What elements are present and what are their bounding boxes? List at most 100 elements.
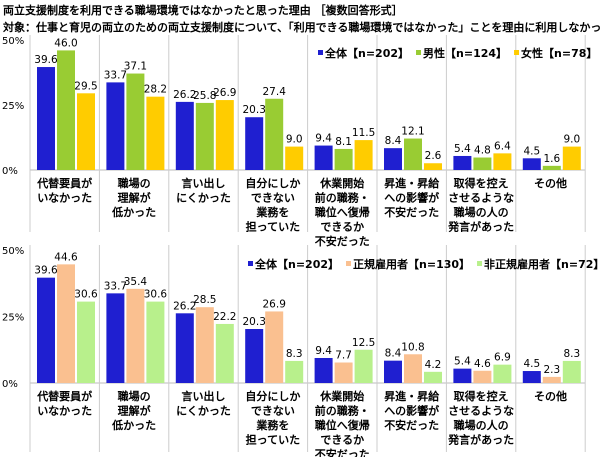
category-label: 職位へ復帰: [315, 418, 370, 432]
data-label: 8.4: [385, 135, 402, 147]
bar: [57, 264, 75, 383]
category-label: させるような: [448, 405, 514, 418]
legend-swatch: [318, 50, 323, 55]
category-label: 取得を控え: [454, 176, 509, 190]
data-label: 9.0: [286, 134, 303, 146]
data-label: 9.4: [315, 133, 332, 145]
bar: [175, 101, 194, 170]
data-label: 6.4: [494, 140, 511, 152]
bar: [334, 362, 353, 383]
legend-swatch: [416, 50, 422, 55]
data-label: 46.0: [54, 37, 77, 49]
bar: [493, 364, 512, 383]
category-label: 取得を控え: [454, 389, 509, 403]
category-label: 低かった: [111, 205, 156, 219]
bar: [473, 370, 492, 383]
category-label: 理解が: [118, 191, 151, 205]
data-label: 26.9: [263, 298, 286, 310]
category-label: できるか: [320, 221, 364, 234]
category-label: させるような: [448, 192, 514, 205]
category-label: 昇進・昇給: [384, 389, 440, 403]
category-label: への影響が: [384, 191, 439, 205]
category-label: いなかった: [37, 405, 92, 418]
data-label: 28.2: [144, 84, 167, 96]
bar: [106, 293, 125, 383]
data-label: 20.3: [243, 104, 266, 116]
category-label: その他: [534, 176, 567, 190]
category-label: にくかった: [176, 192, 231, 205]
legend-label: 全体【n=202】: [324, 46, 409, 60]
bar: [354, 140, 373, 170]
category-label: 業務を: [255, 418, 289, 432]
bar: [265, 311, 284, 383]
bar: [354, 349, 373, 383]
bar: [562, 146, 581, 170]
data-label: 8.3: [286, 348, 303, 360]
data-label: 10.8: [401, 341, 424, 353]
data-label: 37.1: [124, 61, 147, 73]
data-label: 35.4: [124, 276, 148, 288]
y-tick-label: 25%: [2, 313, 24, 324]
bar: [215, 323, 234, 383]
bar: [106, 82, 125, 170]
data-label: 12.1: [401, 126, 424, 138]
bar: [77, 301, 95, 383]
data-label: 6.9: [494, 352, 511, 364]
chart-subtitle: 対象：仕事と育児の両立のための両立支援制度について、「利用できる職場環境ではなか…: [3, 21, 600, 34]
data-label: 11.5: [352, 127, 375, 139]
data-label: 8.4: [385, 348, 402, 360]
data-label: 20.3: [243, 316, 266, 328]
y-tick-label: 50%: [2, 246, 24, 257]
bar: [146, 301, 165, 383]
legend-label: 非正規雇用者【n=72】: [484, 257, 600, 271]
category-label: 自分にしか: [245, 176, 300, 190]
bar: [384, 360, 402, 383]
data-label: 39.6: [34, 54, 58, 66]
bar: [424, 163, 442, 170]
bar: [175, 313, 194, 383]
bar: [562, 360, 581, 383]
bar: [384, 148, 402, 170]
bar: [522, 371, 541, 383]
data-label: 22.2: [213, 311, 236, 323]
y-tick-label: 0%: [2, 379, 18, 390]
category-label: できない: [251, 192, 295, 205]
legend-label: 全体【n=202】: [254, 257, 339, 271]
y-tick-label: 50%: [2, 36, 24, 47]
category-label: への影響が: [384, 404, 439, 418]
bar: [285, 360, 304, 383]
category-label: 発言があった: [447, 433, 514, 447]
data-label: 33.7: [104, 280, 127, 292]
data-label: 1.6: [543, 153, 560, 165]
legend-label: 正規雇用者【n=130】: [353, 257, 470, 271]
data-label: 2.3: [543, 364, 560, 376]
bar: [265, 98, 284, 170]
category-label: 前の職務・: [315, 191, 370, 205]
category-label: 低かった: [111, 418, 156, 432]
data-label: 4.5: [523, 145, 540, 157]
bar: [146, 96, 165, 170]
bar: [37, 277, 55, 383]
bar: [126, 73, 145, 170]
category-label: できない: [251, 405, 295, 418]
bar: [245, 329, 264, 383]
bar: [126, 288, 145, 383]
category-label: 担っていた: [246, 220, 300, 234]
bar: [542, 165, 561, 170]
bar: [404, 354, 422, 383]
category-label: 職場の: [118, 176, 151, 190]
bar: [424, 371, 442, 383]
bar: [453, 368, 472, 383]
category-label: 職場の人の: [454, 205, 509, 219]
y-tick-label: 25%: [2, 101, 24, 112]
category-label: 職位へ復帰: [315, 205, 370, 219]
bar: [215, 100, 234, 170]
bar: [473, 157, 492, 170]
data-label: 4.8: [474, 145, 491, 157]
category-label: 昇進・昇給: [384, 176, 440, 190]
data-label: 27.4: [263, 86, 287, 98]
data-label: 12.5: [352, 337, 375, 349]
category-label: 不安だった: [315, 234, 370, 248]
